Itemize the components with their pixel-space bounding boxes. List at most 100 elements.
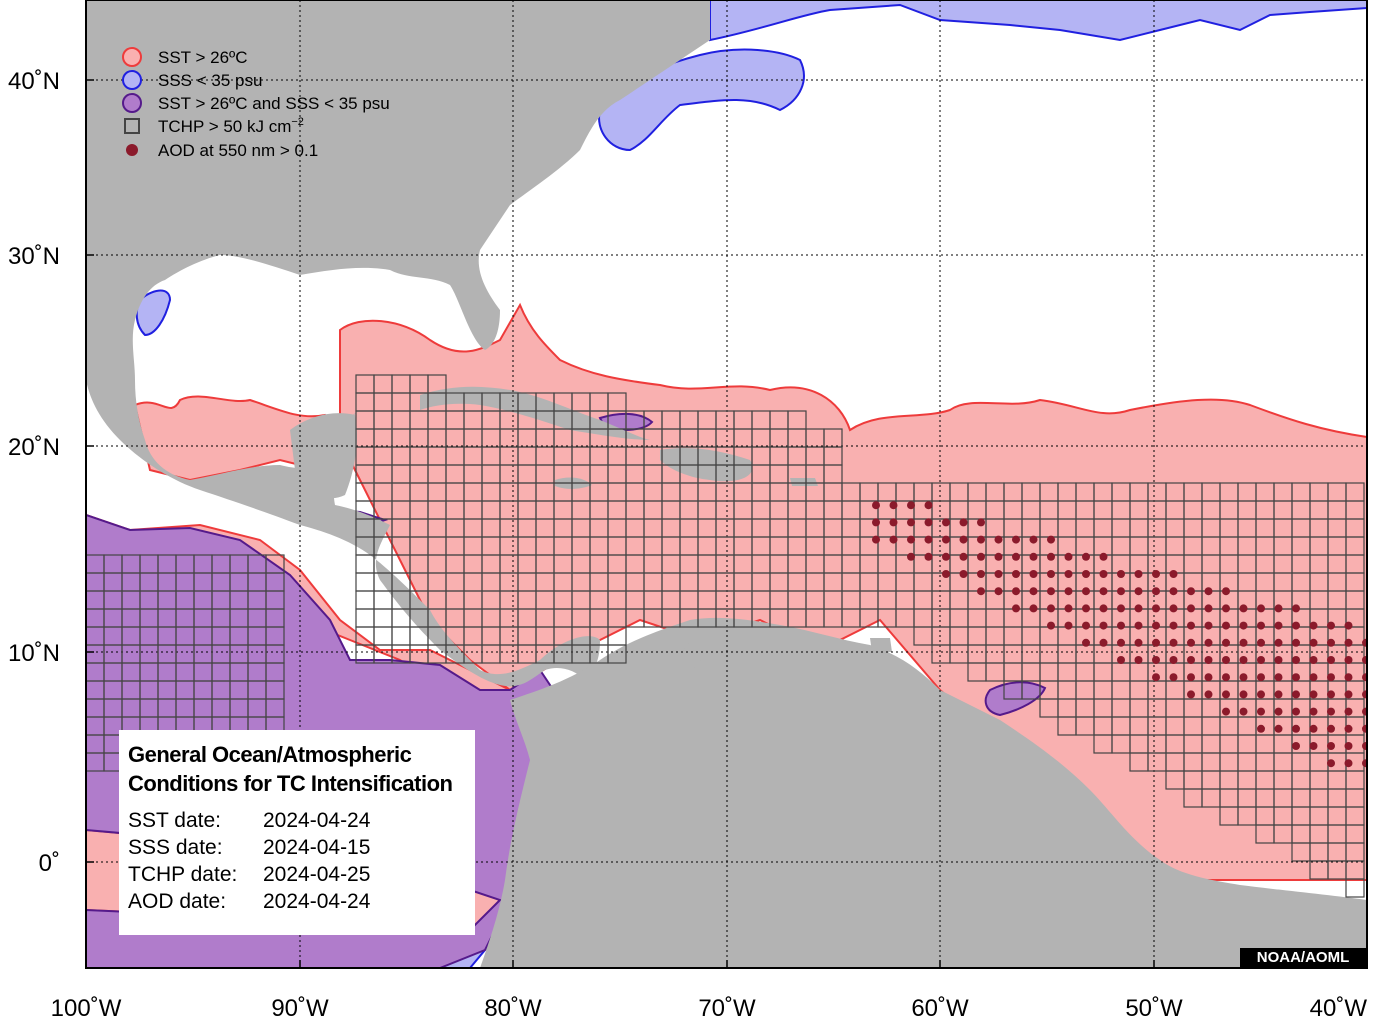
- info-title: General Ocean/Atmospheric Conditions for…: [128, 740, 466, 798]
- aod-dot: [959, 535, 968, 544]
- aod-dot: [1327, 656, 1335, 664]
- yucatan-landmass: [290, 413, 357, 499]
- aod-dot: [1239, 604, 1248, 613]
- aod-dot: [1292, 604, 1300, 613]
- aod-dot: [1309, 673, 1318, 682]
- aod-dot: [1257, 724, 1265, 733]
- aod-dot: [924, 535, 933, 544]
- aod-dot: [942, 552, 950, 561]
- aod-dot: [1187, 690, 1195, 699]
- aod-dot: [994, 570, 1003, 578]
- aod-dot: [1274, 690, 1283, 699]
- y-tick-label: 40˚N: [8, 68, 60, 95]
- x-tick-label: 60˚W: [911, 995, 969, 1019]
- aod-dot: [1344, 690, 1353, 699]
- aod-dot: [1257, 656, 1265, 664]
- aod-dot: [1292, 638, 1300, 647]
- aod-dot: [994, 552, 1003, 561]
- x-tick-label: 40˚W: [1310, 995, 1368, 1019]
- aod-dot: [1257, 707, 1265, 716]
- graticule: [86, 0, 1367, 968]
- sst-date-row: SST date: 2024-04-24: [128, 807, 466, 834]
- aod-dot: [1152, 673, 1160, 682]
- aod-date-value: 2024-04-24: [263, 890, 371, 913]
- aod-dot: [1064, 552, 1073, 561]
- aod-dot: [977, 552, 985, 561]
- cuba-landmass: [420, 386, 650, 440]
- aod-dot: [1274, 621, 1283, 630]
- aod-dot: [1327, 742, 1335, 750]
- aod-dot: [1064, 587, 1073, 596]
- aod-dot: [1362, 724, 1367, 733]
- aod-dot: [1117, 638, 1125, 647]
- aod-dot: [1309, 621, 1318, 630]
- y-tick-label: 20˚N: [8, 434, 60, 461]
- aod-dot: [1029, 552, 1038, 561]
- aod-dot: [1134, 570, 1143, 578]
- aod-dot: [1099, 621, 1108, 630]
- aod-dot: [977, 587, 985, 596]
- legend-label-tchp-sup: −2: [291, 116, 304, 128]
- aod-dot: [1257, 621, 1265, 630]
- aod-dot: [1047, 535, 1055, 544]
- x-tick-label: 50˚W: [1125, 995, 1183, 1019]
- tchp-cell: [607, 644, 627, 664]
- aod-dot: [1169, 587, 1178, 596]
- sss-region-northeast: [709, 0, 1367, 42]
- aod-dot: [1082, 552, 1090, 561]
- aod-dot: [942, 535, 950, 544]
- aod-dot: [1292, 656, 1300, 664]
- legend-label-aod: AOD at 550 nm > 0.1: [158, 141, 318, 160]
- aod-dot: [1344, 621, 1353, 630]
- aod-dot: [1064, 621, 1073, 630]
- y-tick-label: 10˚N: [8, 640, 60, 667]
- aod-dot: [1169, 604, 1178, 613]
- aod-dot: [1047, 604, 1055, 613]
- aod-dot: [1327, 638, 1335, 647]
- aod-dot: [1169, 673, 1178, 682]
- aod-dot: [924, 501, 933, 510]
- legend-label-tchp: TCHP > 50 kJ cm−2: [158, 116, 304, 136]
- aod-dot: [1047, 570, 1055, 578]
- aod-dot: [1082, 621, 1090, 630]
- aod-dot: [1327, 673, 1335, 682]
- aod-dot: [1292, 621, 1300, 630]
- aod-dot: [1117, 570, 1125, 578]
- aod-dot: [907, 501, 915, 510]
- aod-dot: [1204, 587, 1213, 596]
- aod-dot: [1012, 604, 1020, 613]
- aod-dot: [1099, 604, 1108, 613]
- aod-dot: [872, 535, 880, 544]
- aod-dot: [1362, 656, 1367, 664]
- aod-dot: [1257, 638, 1265, 647]
- aod-dot: [1257, 690, 1265, 699]
- aod-dot: [1309, 724, 1318, 733]
- aod-dot: [1239, 673, 1248, 682]
- aod-legend-icon: [126, 144, 138, 156]
- aod-dot: [1099, 587, 1108, 596]
- aod-dot: [1134, 604, 1143, 613]
- aod-dot: [1117, 656, 1125, 664]
- aod-dot: [977, 518, 985, 527]
- aod-dot: [1274, 604, 1283, 613]
- aod-dot: [1029, 570, 1038, 578]
- aod-dot: [1344, 707, 1353, 716]
- aod-dot: [1309, 656, 1318, 664]
- aod-dot: [1117, 621, 1125, 630]
- aod-dot: [977, 535, 985, 544]
- aod-dot: [872, 501, 880, 510]
- aod-dot: [1029, 535, 1038, 544]
- legend-label-sss: SSS < 35 psu: [158, 71, 262, 90]
- aod-dot: [872, 518, 880, 527]
- aod-dot: [1309, 638, 1318, 647]
- aod-dot: [1292, 742, 1300, 750]
- aod-dot: [942, 570, 950, 578]
- aod-dot: [1117, 587, 1125, 596]
- aod-dot: [1204, 673, 1213, 682]
- aod-dot: [1362, 690, 1367, 699]
- aod-dot: [1344, 638, 1353, 647]
- aod-dot: [1239, 690, 1248, 699]
- aod-dot: [889, 535, 898, 544]
- tchp-cell: [1345, 878, 1365, 898]
- aod-dot: [1169, 621, 1178, 630]
